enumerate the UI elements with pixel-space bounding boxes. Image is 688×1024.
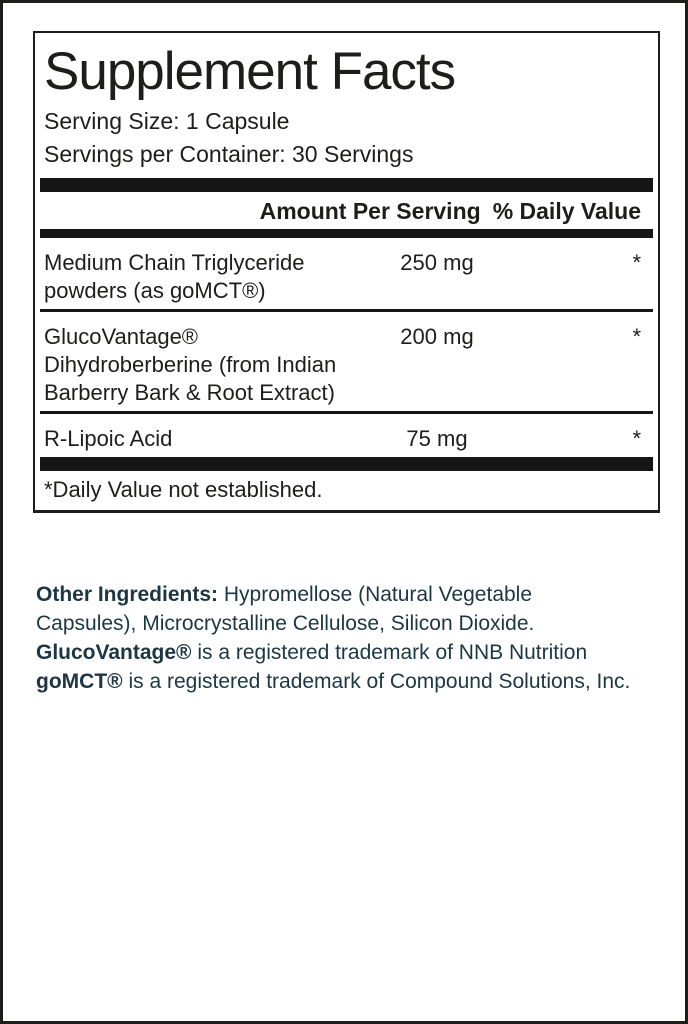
divider-under-header xyxy=(40,229,653,238)
daily-value-header: % Daily Value xyxy=(492,198,641,224)
divider-bottom-thick xyxy=(40,457,653,471)
daily-value-footnote: *Daily Value not established. xyxy=(44,477,323,502)
daily-value-asterisk: * xyxy=(632,250,641,275)
ingredient-row: GlucoVantage® Dihydroberberine (from Ind… xyxy=(40,312,653,411)
servings-per-container-line: Servings per Container: 30 Servings xyxy=(44,141,414,167)
row-divider xyxy=(40,411,653,414)
ingredient-name: Medium Chain Triglyceride powders (as go… xyxy=(44,250,305,303)
ingredient-row: R-Lipoic Acid 75 mg * xyxy=(40,414,653,457)
ingredient-amount: 200 mg xyxy=(400,324,474,349)
ingredient-amount: 250 mg xyxy=(400,250,474,275)
divider-top-thick xyxy=(40,178,653,192)
other-ingredients-paragraph: Other Ingredients: Hypromellose (Natural… xyxy=(36,583,631,693)
supplement-facts-panel: Supplement Facts Serving Size: 1 Capsule… xyxy=(33,31,660,513)
serving-size-line: Serving Size: 1 Capsule xyxy=(44,108,290,134)
daily-value-asterisk: * xyxy=(632,426,641,451)
column-header: Amount Per Serving % Daily Value xyxy=(40,192,653,229)
daily-value-asterisk: * xyxy=(632,324,641,349)
panel-title: Supplement Facts xyxy=(44,42,456,101)
ingredient-name: GlucoVantage® Dihydroberberine (from Ind… xyxy=(44,324,337,405)
ingredient-row: Medium Chain Triglyceride powders (as go… xyxy=(40,238,653,309)
ingredient-name: R-Lipoic Acid xyxy=(44,426,173,451)
row-divider xyxy=(40,309,653,312)
ingredient-amount: 75 mg xyxy=(406,426,468,451)
amount-per-serving-header: Amount Per Serving xyxy=(259,198,481,224)
